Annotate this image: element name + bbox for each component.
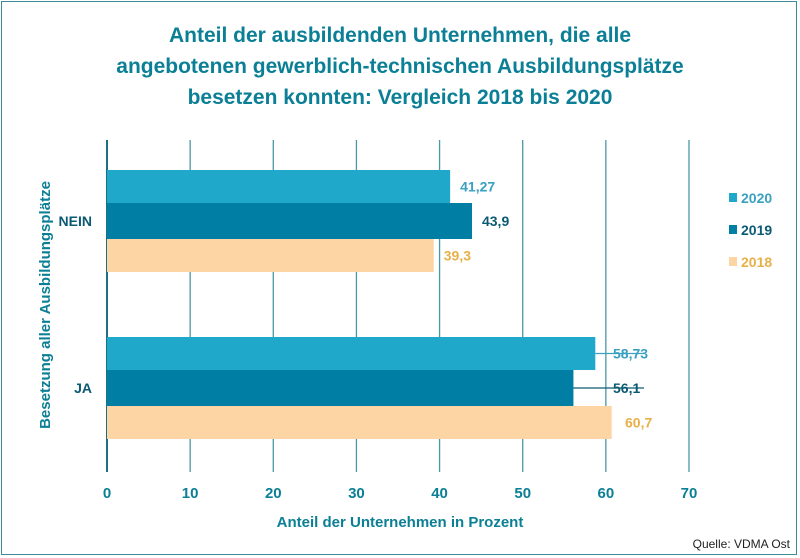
category-label: NEIN xyxy=(59,213,92,229)
x-tick-label: 10 xyxy=(182,485,199,502)
bars: 41,27 43,9 39,3 58,73 56,1 60,7 xyxy=(107,170,652,439)
data-label: 60,7 xyxy=(625,415,652,431)
source-note: Quelle: VDMA Ost xyxy=(693,537,791,551)
bar-ja-2018 xyxy=(107,406,612,439)
x-axis-label: Anteil der Unternehmen in Prozent xyxy=(277,514,524,531)
x-tick-labels: 0 10 20 30 40 50 60 70 xyxy=(103,485,698,502)
x-tick-label: 20 xyxy=(265,485,282,502)
chart-title-line: Anteil der ausbildenden Unternehmen, die… xyxy=(169,24,631,47)
data-label: 56,1 xyxy=(613,380,640,396)
chart-title: Anteil der ausbildenden Unternehmen, die… xyxy=(116,24,683,109)
legend-label: 2020 xyxy=(741,190,772,206)
bar-nein-2018 xyxy=(107,239,434,272)
legend-label: 2018 xyxy=(741,254,772,270)
category-labels: NEIN JA xyxy=(59,213,92,396)
bar-nein-2019 xyxy=(107,203,472,239)
x-tick-label: 60 xyxy=(598,485,615,502)
data-label: 43,9 xyxy=(482,213,509,229)
chart-title-line: angebotenen gewerblich-technischen Ausbi… xyxy=(116,55,683,78)
bar-ja-2020 xyxy=(107,337,596,370)
x-tick-label: 50 xyxy=(514,485,531,502)
legend-label: 2019 xyxy=(741,222,772,238)
x-tick-label: 70 xyxy=(681,485,698,502)
data-label: 58,73 xyxy=(613,346,648,362)
y-axis-label: Besetzung aller Ausbildungsplätze xyxy=(37,181,54,429)
legend: 2020 2019 2018 xyxy=(729,190,772,270)
bar-ja-2019 xyxy=(107,370,574,406)
x-tick-label: 0 xyxy=(103,485,111,502)
category-label: JA xyxy=(74,380,92,396)
legend-swatch-2020 xyxy=(729,193,737,202)
data-label: 41,27 xyxy=(460,179,495,195)
bar-nein-2020 xyxy=(107,170,451,203)
legend-swatch-2019 xyxy=(729,225,737,234)
x-tick-label: 40 xyxy=(431,485,448,502)
chart-title-line: besetzen konnten: Vergleich 2018 bis 202… xyxy=(188,86,613,109)
legend-swatch-2018 xyxy=(729,257,737,266)
x-tick-label: 30 xyxy=(348,485,365,502)
data-label: 39,3 xyxy=(444,248,471,264)
